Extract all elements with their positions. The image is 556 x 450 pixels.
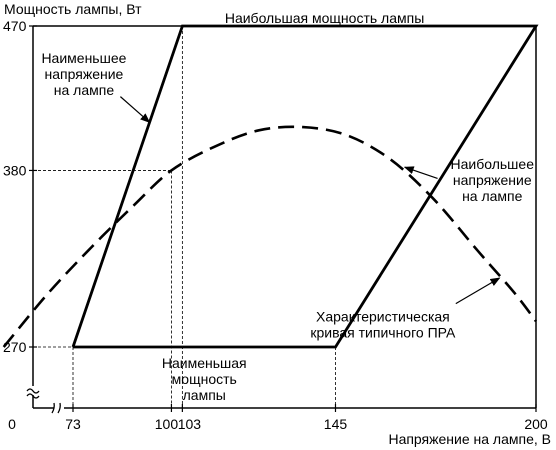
- origin-label: 0: [8, 416, 16, 432]
- annotation-line: мощность: [172, 371, 237, 387]
- y-tick-label: 470: [3, 18, 27, 34]
- ticks: 270 380 470 73 100 103 145 200: [3, 18, 548, 432]
- y-tick-label: 270: [3, 339, 27, 355]
- axes: [26, 25, 537, 414]
- x-break-line-right: [57, 402, 61, 414]
- x-axis-break-mark: [51, 402, 61, 414]
- annotation-line: на лампе: [462, 188, 523, 204]
- annotation-arrow: [119, 96, 151, 123]
- annotation-arrow: [455, 277, 501, 305]
- annotation-line: Наименьшее: [41, 50, 126, 66]
- annotation-line: лампы: [183, 387, 226, 403]
- x-tick-label: 103: [178, 416, 202, 432]
- annotation-arrow: [403, 166, 438, 180]
- annotation-max-power: Наибольшая мощность лампы: [225, 10, 424, 26]
- y-axis-title: Мощность лампы, Вт: [4, 1, 142, 17]
- annotation-line: Наибольшая мощность лампы: [225, 10, 424, 26]
- y-tick-label: 380: [3, 162, 27, 178]
- x-tick-label: 73: [65, 416, 81, 432]
- x-tick-label: 200: [524, 416, 548, 432]
- annotation-line: напряжение: [45, 66, 124, 82]
- y-axis-break-mark: [26, 386, 40, 399]
- y-break-line-lower: [26, 393, 40, 399]
- annotation-line: Наименьшая: [162, 355, 247, 371]
- x-tick-label: 145: [324, 416, 348, 432]
- series: [2, 24, 539, 349]
- annotation-line: Наибольшее: [451, 156, 535, 172]
- annotations: Наибольшая мощность лампы Наименьшаямощно…: [41, 10, 534, 403]
- annotation-line: на лампе: [54, 82, 115, 98]
- reference-lines: [33, 25, 336, 408]
- annotation-line: Характеристическая: [316, 308, 450, 324]
- annotation-line: напряжение: [453, 172, 532, 188]
- x-tick-label: 100: [155, 416, 179, 432]
- lamp-operating-region: [71, 24, 539, 349]
- annotation-line: кривая типичного ПРА: [310, 324, 456, 340]
- typical-ballast-curve: [2, 125, 538, 348]
- x-axis-title: Напряжение на лампе, В: [388, 431, 551, 447]
- x-break-line-left: [51, 402, 55, 414]
- y-break-line-upper: [26, 388, 40, 394]
